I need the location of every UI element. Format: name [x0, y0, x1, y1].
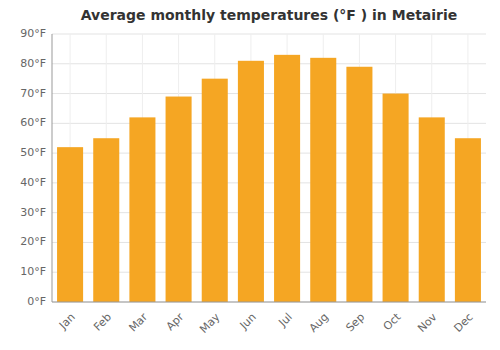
y-tick-label: 40°F — [20, 176, 46, 189]
x-tick-label: May — [197, 310, 223, 336]
y-grid-line — [52, 34, 486, 35]
x-tick-label: Nov — [415, 310, 440, 335]
bar — [202, 79, 228, 302]
bars — [57, 55, 481, 302]
bar — [310, 58, 336, 302]
chart: 0°F 10°F 20°F 30°F 40°F 50°F 60°F 70°F 80°F 90°F J… — [0, 0, 500, 350]
x-tick-label: Jul — [276, 311, 295, 330]
bar — [166, 97, 192, 302]
x-tick-label: Aug — [307, 311, 331, 335]
y-tick-label: 10°F — [20, 265, 46, 278]
y-grid-line — [52, 302, 486, 303]
bar — [383, 94, 409, 302]
title: Average monthly temperatures (°F ) in Me… — [81, 7, 458, 23]
bar — [238, 61, 264, 302]
x-tick-label: Feb — [91, 311, 114, 334]
y-tick-label: 60°F — [20, 116, 46, 129]
x-tick-label: Oct — [381, 310, 404, 333]
bar — [93, 138, 119, 302]
x-tick-label: Sep — [343, 311, 367, 335]
y-tick-label: 20°F — [20, 235, 46, 248]
y-tick-label: 50°F — [20, 146, 46, 159]
y-axis-line — [52, 34, 53, 302]
x-tick-label: Jan — [56, 311, 78, 333]
y-tick-label: 70°F — [20, 87, 46, 100]
y-tick-label: 80°F — [20, 57, 46, 70]
y-tick-label: 30°F — [20, 206, 46, 219]
bar — [346, 67, 372, 302]
chart-container: 0°F 10°F 20°F 30°F 40°F 50°F 60°F 70°F 80°F 90°F J… — [0, 0, 500, 350]
x-tick-label: Jun — [237, 311, 259, 333]
y-tick-label: 0°F — [27, 295, 46, 308]
bar — [455, 138, 481, 302]
y-grid-line — [52, 93, 486, 94]
x-axis-line — [52, 302, 486, 303]
y-grid-line — [52, 63, 486, 64]
x-tick-label: Apr — [164, 310, 187, 333]
x-tick-label: Dec — [451, 311, 475, 335]
axes: 0°F 10°F 20°F 30°F 40°F 50°F 60°F 70°F 80°F 90°F J… — [20, 27, 486, 336]
bar — [57, 147, 83, 302]
bar — [274, 55, 300, 302]
x-tick-label: Mar — [126, 310, 150, 334]
grid — [52, 34, 486, 302]
y-tick-label: 90°F — [20, 27, 46, 40]
bar — [419, 117, 445, 302]
bar — [129, 117, 155, 302]
